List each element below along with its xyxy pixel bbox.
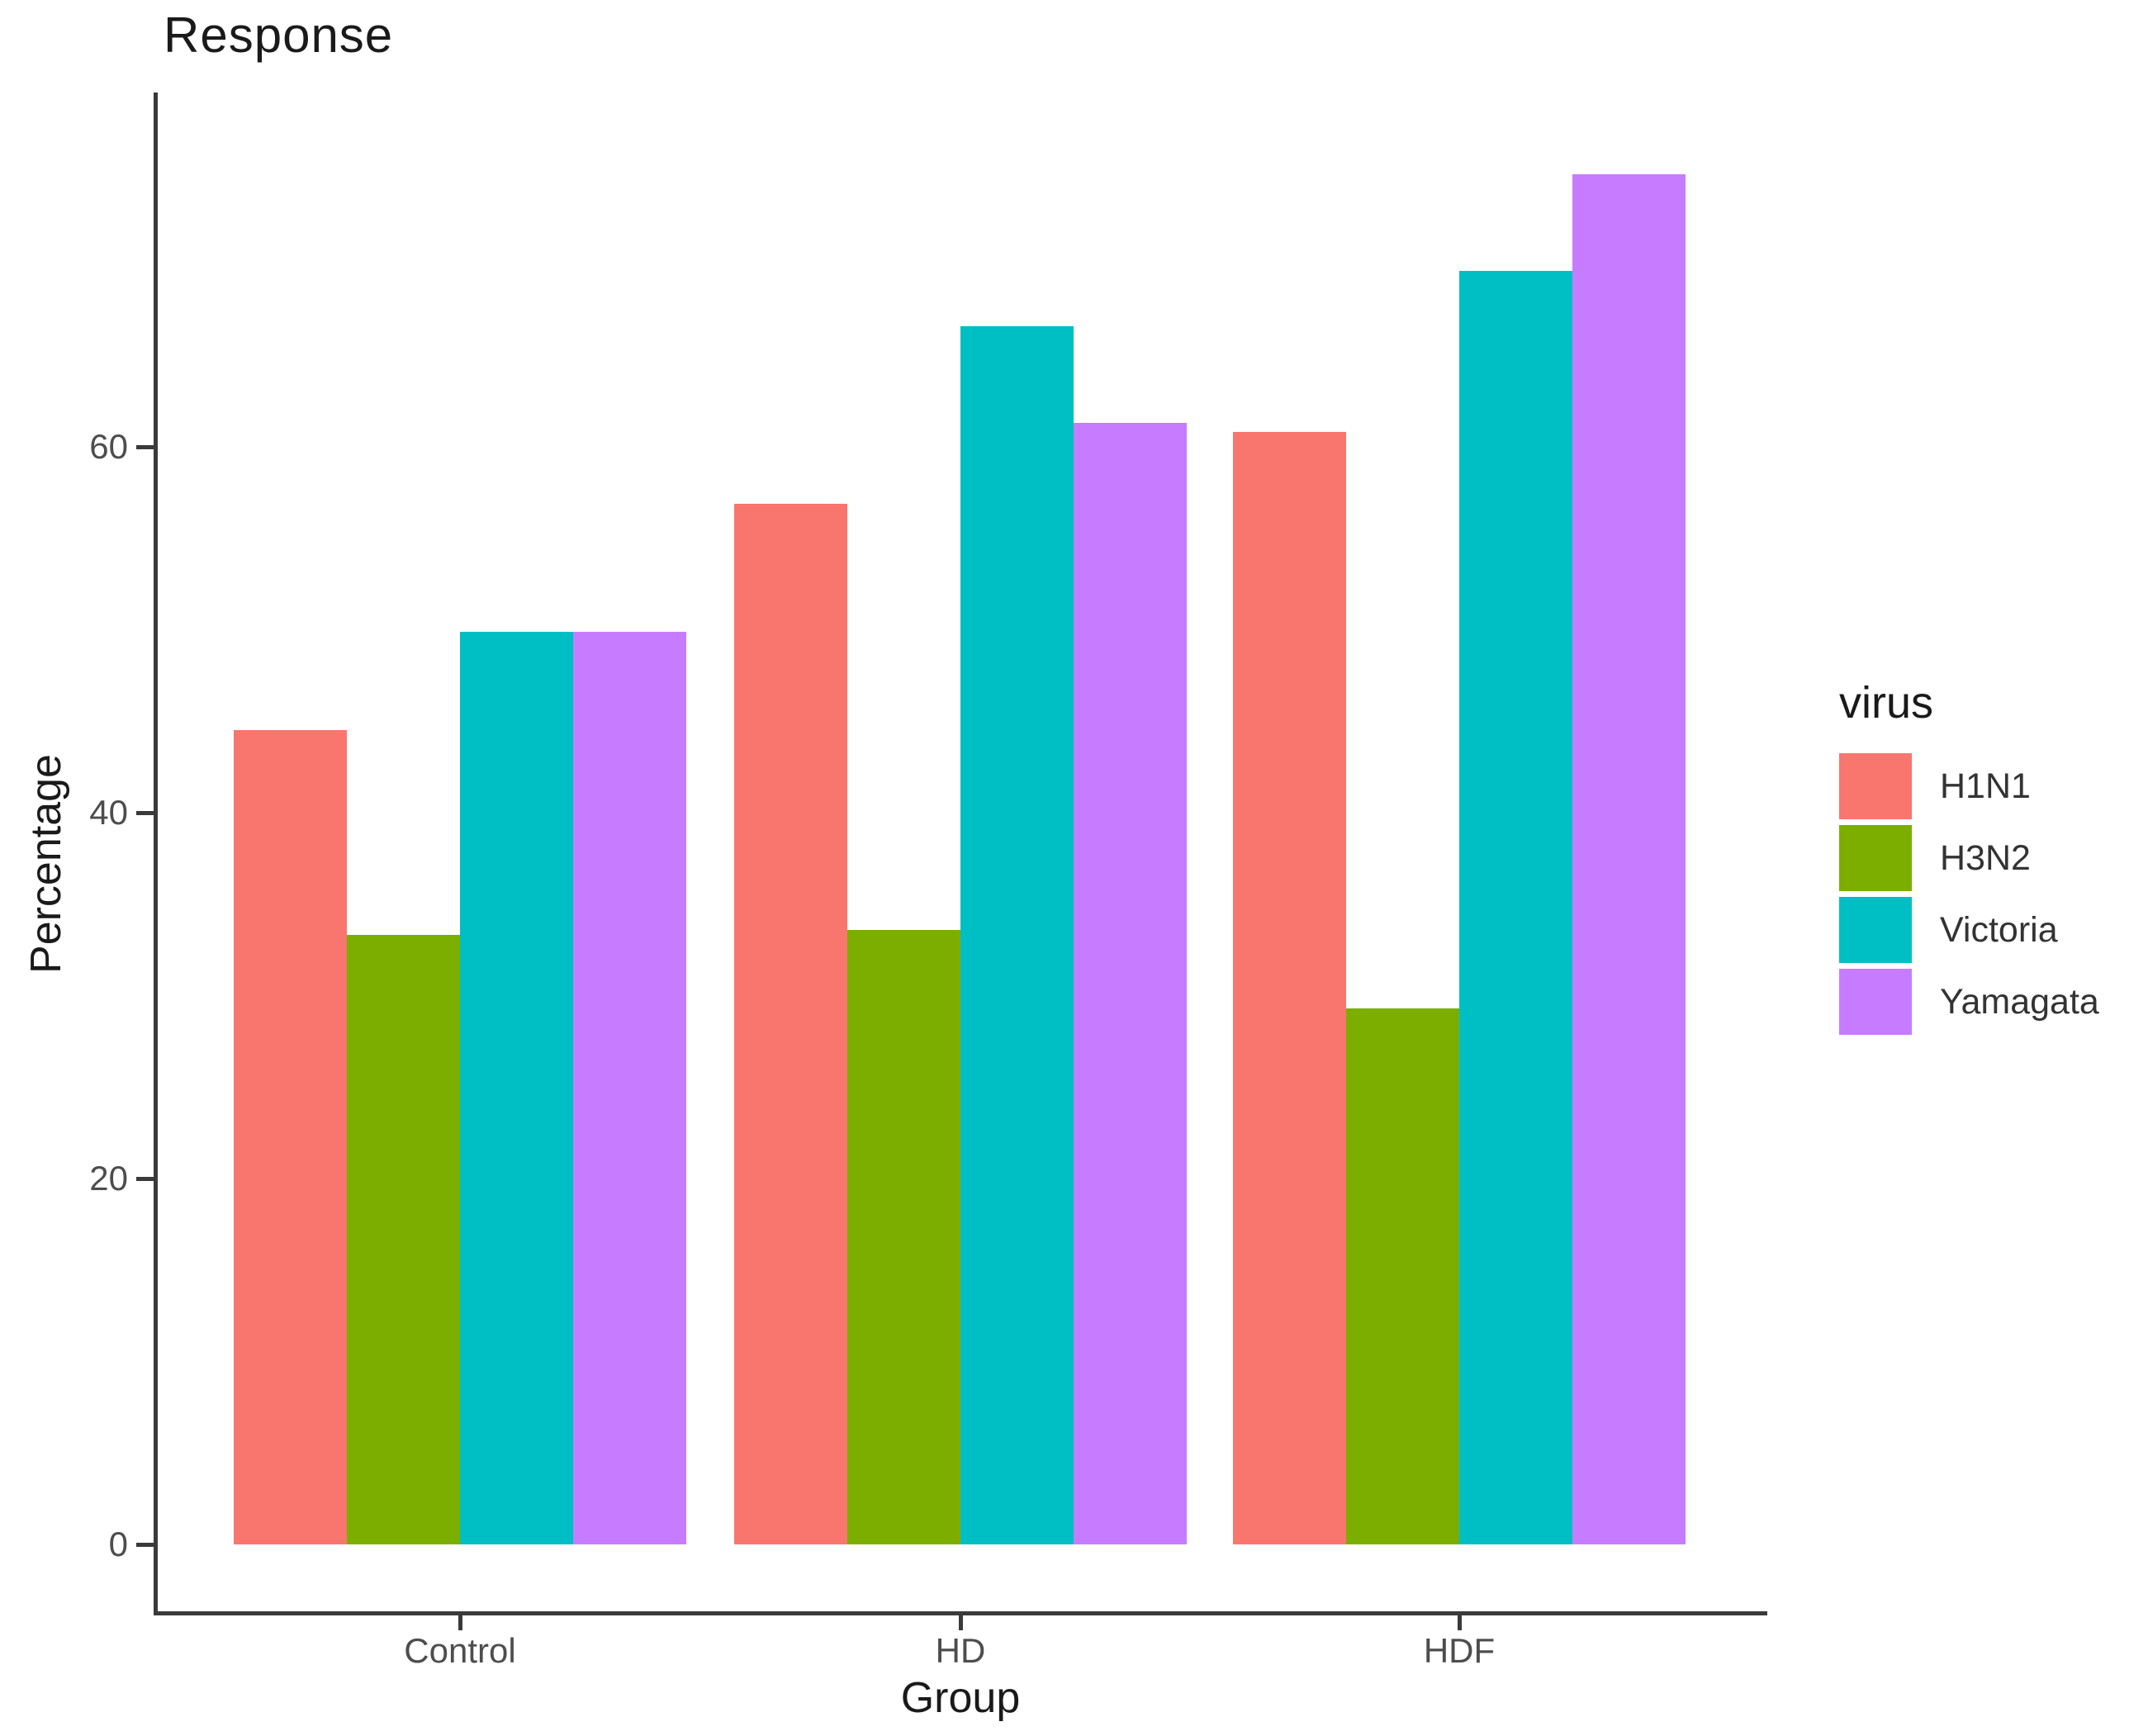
x-tick-label-control: Control — [404, 1631, 516, 1670]
x-tick-hd — [959, 1615, 963, 1630]
bar-hd-h3n2 — [847, 930, 960, 1544]
bar-hdf-yamagata — [1572, 174, 1686, 1544]
bar-control-h1n1 — [234, 730, 347, 1544]
x-tick-hdf — [1458, 1615, 1462, 1630]
chart-title: Response — [164, 7, 394, 63]
y-tick-40 — [136, 811, 154, 815]
bar-hd-victoria — [960, 326, 1074, 1544]
legend-item-victoria: Victoria — [1839, 897, 2099, 963]
y-tick-20 — [136, 1177, 154, 1181]
x-axis-title: Group — [900, 1674, 1021, 1722]
y-tick-0 — [136, 1543, 154, 1547]
y-axis-line — [154, 92, 158, 1615]
y-tick-label-60: 60 — [89, 427, 128, 466]
legend-key-h1n1 — [1839, 753, 1912, 819]
legend-title: virus — [1839, 678, 1934, 728]
y-tick-label-20: 20 — [89, 1159, 128, 1198]
bar-control-yamagata — [573, 632, 686, 1544]
bar-hdf-victoria — [1459, 271, 1572, 1544]
legend-item-yamagata: Yamagata — [1839, 969, 2099, 1035]
legend-item-h3n2: H3N2 — [1839, 825, 2099, 891]
legend-label-h1n1: H1N1 — [1940, 766, 2031, 806]
bar-hdf-h1n1 — [1233, 432, 1346, 1544]
bar-hd-h1n1 — [734, 504, 847, 1544]
legend: virus H1N1 H3N2 Victoria Yamagata — [1839, 677, 2099, 1041]
x-tick-label-hdf: HDF — [1423, 1631, 1496, 1670]
y-axis-title: Percentage — [22, 754, 70, 974]
legend-label-yamagata: Yamagata — [1940, 981, 2099, 1022]
legend-key-victoria — [1839, 897, 1912, 963]
y-tick-label-40: 40 — [89, 793, 128, 832]
x-tick-label-hd: HD — [935, 1631, 986, 1670]
x-axis-line — [154, 1611, 1767, 1615]
legend-key-yamagata — [1839, 969, 1912, 1035]
legend-item-h1n1: H1N1 — [1839, 753, 2099, 819]
bar-control-h3n2 — [347, 935, 460, 1544]
bar-hd-yamagata — [1074, 423, 1187, 1544]
y-tick-label-0: 0 — [108, 1525, 128, 1563]
bar-hdf-h3n2 — [1346, 1008, 1459, 1544]
bar-control-victoria — [460, 632, 573, 1544]
legend-label-h3n2: H3N2 — [1940, 837, 2031, 878]
legend-items: H1N1 H3N2 Victoria Yamagata — [1839, 753, 2099, 1035]
x-tick-control — [458, 1615, 462, 1630]
y-tick-60 — [136, 445, 154, 449]
legend-key-h3n2 — [1839, 825, 1912, 891]
legend-label-victoria: Victoria — [1940, 909, 2058, 950]
